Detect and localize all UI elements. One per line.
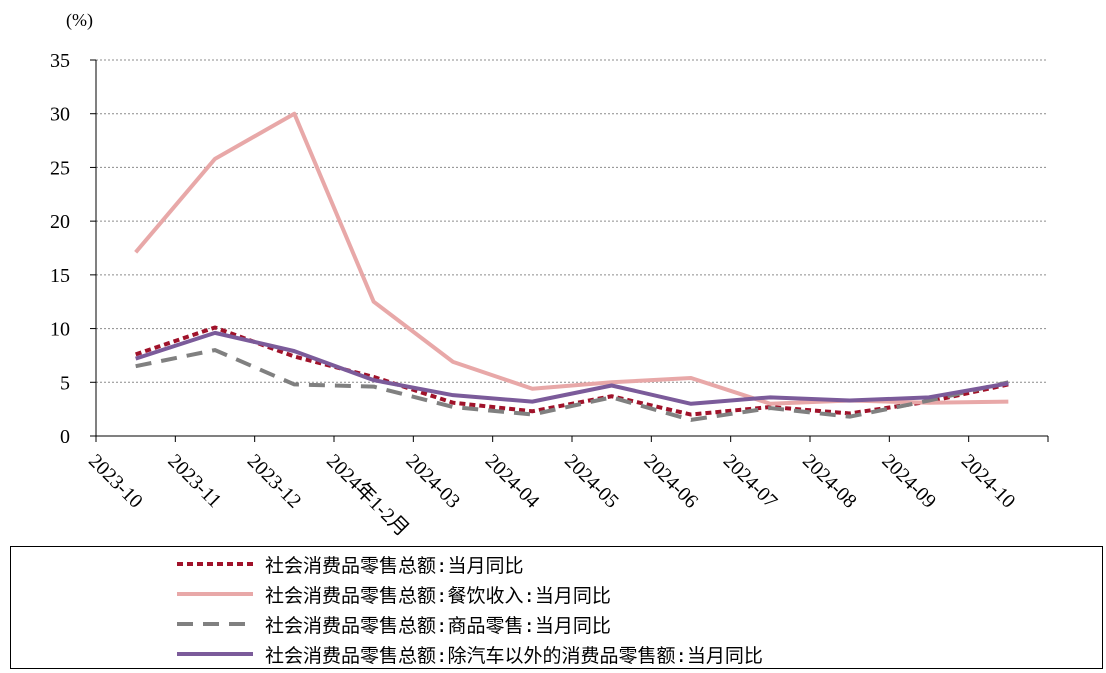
- legend-swatch-1: [177, 562, 253, 566]
- series-line-3: [135, 348, 1009, 422]
- x-tick-label: 2024年1-2月: [322, 449, 414, 541]
- x-tick-label: 2024-09: [877, 450, 940, 513]
- legend-item-2: 社会消费品零售总额:餐饮收入:当月同比: [175, 579, 611, 609]
- legend-label-2: 社会消费品零售总额:餐饮收入:当月同比: [265, 584, 611, 607]
- x-tick-label: 2024-10: [957, 450, 1020, 513]
- y-tick-label: 35: [50, 50, 70, 72]
- legend-item-1: 社会消费品零售总额:当月同比: [175, 549, 523, 579]
- legend-label-3: 社会消费品零售总额:商品零售:当月同比: [265, 614, 611, 637]
- x-tick-label: 2024-06: [639, 450, 702, 513]
- legend-swatch-3: [177, 622, 253, 626]
- x-tick-label: 2024-03: [401, 450, 464, 513]
- legend-label-1: 社会消费品零售总额:当月同比: [265, 554, 524, 577]
- x-tick-label: 2024-04: [481, 450, 544, 513]
- legend-swatch-2: [177, 592, 253, 596]
- legend: 社会消费品零售总额:当月同比 社会消费品零售总额:餐饮收入:当月同比 社会消费品…: [10, 546, 1103, 669]
- x-tick-label: 2023-10: [84, 450, 147, 513]
- y-tick-label: 10: [50, 319, 70, 341]
- y-tick-label: 25: [50, 157, 70, 179]
- axes: [95, 60, 1048, 437]
- x-tick-label: 2024-08: [798, 450, 861, 513]
- legend-swatch-4: [177, 652, 253, 656]
- x-tick-label: 2024-05: [560, 450, 623, 513]
- y-tick-label: 15: [50, 265, 70, 287]
- y-tick-label: 30: [50, 104, 70, 126]
- line-chart: 0 5 10 15 20 25 30 35 2023-10 2023-11 2023-12 2024…: [50, 10, 1049, 541]
- y-tick-label: 5: [60, 372, 70, 394]
- x-tick-label: 2023-12: [243, 450, 306, 513]
- y-axis-ticks: 0 5 10 15 20 25 30 35: [50, 50, 96, 448]
- series-lines: [134, 111, 1009, 422]
- series-line-2: [134, 111, 1009, 406]
- x-tick-label: 2023-11: [163, 450, 225, 512]
- series-line-4: [135, 330, 1009, 406]
- legend-item-4: 社会消费品零售总额:除汽车以外的消费品零售额:当月同比: [175, 639, 763, 669]
- gridlines: [96, 59, 1048, 383]
- legend-label-4: 社会消费品零售总额:除汽车以外的消费品零售额:当月同比: [265, 644, 763, 667]
- y-tick-label: 0: [60, 426, 70, 448]
- y-axis-unit-label: (%): [66, 10, 93, 31]
- series-line-1: [135, 325, 1009, 417]
- legend-item-3: 社会消费品零售总额:商品零售:当月同比: [175, 609, 611, 639]
- y-tick-label: 20: [50, 211, 70, 233]
- x-tick-label: 2024-07: [719, 450, 782, 513]
